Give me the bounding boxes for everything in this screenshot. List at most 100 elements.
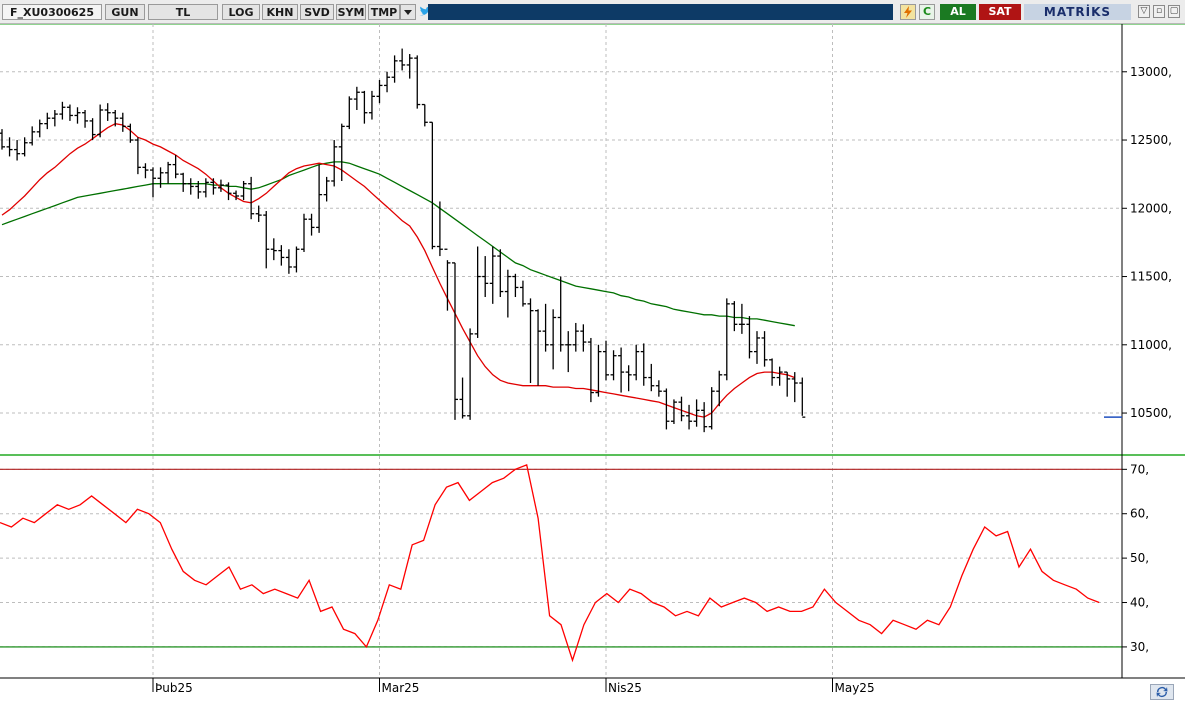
tmp-button[interactable]: TMP <box>368 4 400 20</box>
x-tick-label: Þub25 <box>155 681 193 695</box>
svd-button[interactable]: SVD <box>300 4 334 20</box>
moving-average-slow <box>1 161 795 327</box>
moving-average-fast <box>1 123 796 418</box>
rsi-tick-label: 60, <box>1130 507 1149 521</box>
ohlc-bar <box>255 205 262 222</box>
ohlc-bar <box>89 118 96 141</box>
ohlc-bar <box>557 276 564 352</box>
ohlc-bar <box>202 178 209 198</box>
ohlc-bar <box>368 90 375 120</box>
ohlc-bar <box>376 79 383 104</box>
ohlc-bars <box>0 48 806 433</box>
chevron-down-icon[interactable] <box>400 4 416 20</box>
ohlc-bar <box>59 101 66 120</box>
ohlc-bar <box>572 322 579 352</box>
rsi-line <box>0 464 1100 663</box>
ohlc-bar <box>444 248 451 311</box>
ohlc-bar <box>172 155 179 179</box>
ohlc-bar <box>293 246 300 273</box>
rsi-indicator <box>0 464 1122 663</box>
ohlc-bar <box>618 347 625 393</box>
price-chart[interactable]: Þub25 Mar25 Nis25 May25 10500, 11000, 11500, 12… <box>0 24 1185 701</box>
ohlc-bar <box>353 86 360 110</box>
ohlc-bar <box>610 350 617 381</box>
khn-button[interactable]: KHN <box>262 4 298 20</box>
ma-fast-line <box>1 123 796 418</box>
sym-button[interactable]: SYM <box>336 4 366 20</box>
refresh-icon[interactable]: C <box>919 4 935 20</box>
ohlc-bar <box>467 328 474 420</box>
ohlc-bar <box>391 55 398 83</box>
period-button[interactable]: GUN <box>105 4 145 20</box>
ohlc-bar <box>233 190 240 201</box>
ohlc-bar <box>270 238 277 261</box>
ohlc-bar <box>285 249 292 274</box>
x-tick-label: May25 <box>835 681 875 695</box>
ohlc-bar <box>406 54 413 79</box>
ohlc-bar <box>784 371 791 397</box>
lightning-icon[interactable] <box>900 4 916 20</box>
ohlc-bar <box>693 399 700 427</box>
ohlc-bar <box>112 110 119 127</box>
ohlc-bar <box>97 104 104 138</box>
ohlc-bar <box>104 103 111 121</box>
ohlc-bar <box>550 309 557 370</box>
ohlc-bar <box>263 211 270 269</box>
ohlc-bar <box>187 178 194 195</box>
ohlc-bar <box>769 358 776 386</box>
ohlc-bar <box>519 280 526 307</box>
toolbar-info-strip <box>428 4 893 20</box>
rsi-tick-label: 70, <box>1130 462 1149 476</box>
ohlc-bar <box>0 129 5 150</box>
sync-icon[interactable] <box>1150 684 1174 700</box>
ohlc-bar <box>134 137 141 175</box>
window-down-button[interactable]: ▽ <box>1138 5 1150 18</box>
ohlc-bar <box>587 337 594 403</box>
sell-button[interactable]: SAT <box>979 4 1021 20</box>
ohlc-bar <box>82 110 89 128</box>
rsi-tick-label: 40, <box>1130 596 1149 610</box>
window-maximize-button[interactable]: ▢ <box>1168 5 1180 18</box>
ohlc-bar <box>51 110 58 127</box>
grid-lines <box>0 24 1185 678</box>
brand-logo: MATRİKS <box>1024 4 1131 20</box>
ohlc-bar <box>210 178 217 195</box>
log-button[interactable]: LOG <box>222 4 260 20</box>
ohlc-bar <box>708 387 715 430</box>
ohlc-bar <box>180 172 187 192</box>
ohlc-bar <box>384 71 391 93</box>
ohlc-bar <box>474 246 481 338</box>
ohlc-bar <box>625 365 632 392</box>
ohlc-bar <box>421 103 428 127</box>
price-tick-label: 10500, <box>1130 406 1172 420</box>
price-tick-label: 11000, <box>1130 338 1172 352</box>
ohlc-bar <box>119 112 126 132</box>
price-tick-label: 13000, <box>1130 65 1172 79</box>
ohlc-bar <box>323 176 330 202</box>
ohlc-bar <box>565 331 572 373</box>
ohlc-bar <box>44 112 51 130</box>
ohlc-bar <box>678 396 685 422</box>
window-minimize-button[interactable]: ▫ <box>1153 5 1165 18</box>
ohlc-bar <box>399 48 406 71</box>
ohlc-bar <box>535 309 542 386</box>
ohlc-bar <box>633 344 640 381</box>
currency-button[interactable]: TL <box>148 4 218 20</box>
ohlc-bar <box>331 140 338 187</box>
symbol-field[interactable]: F_XU0300625 <box>2 4 102 20</box>
ohlc-bar <box>723 298 730 381</box>
ohlc-bar <box>361 90 368 124</box>
buy-button[interactable]: AL <box>940 4 976 20</box>
ohlc-bar <box>316 164 323 233</box>
rsi-tick-label: 30, <box>1130 640 1149 654</box>
ohlc-bar <box>165 161 172 184</box>
ohlc-bar <box>716 370 723 407</box>
ohlc-bar <box>195 180 202 199</box>
price-tick-label: 12000, <box>1130 201 1172 215</box>
ohlc-bar <box>731 301 738 332</box>
ohlc-bar <box>761 331 768 367</box>
ohlc-bar <box>452 262 458 420</box>
ohlc-bar <box>746 316 753 359</box>
chart-toolbar: F_XU0300625 GUN TL LOG KHN SVD SYM TMP C… <box>0 0 1185 24</box>
ohlc-bar <box>301 213 307 252</box>
